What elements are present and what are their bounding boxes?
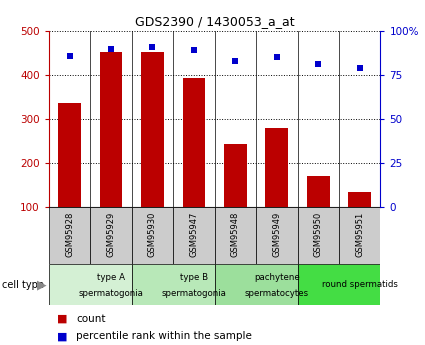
Point	[273, 55, 280, 60]
Text: ■: ■	[57, 314, 68, 324]
Bar	[49, 207, 90, 264]
Text: round spermatids: round spermatids	[322, 280, 398, 289]
Text: GSM95951: GSM95951	[355, 212, 364, 257]
Point	[315, 62, 322, 67]
Text: GSM95950: GSM95950	[314, 212, 323, 257]
Text: GSM95930: GSM95930	[148, 211, 157, 257]
Bar	[348, 193, 371, 251]
Point	[149, 44, 156, 50]
Point	[356, 65, 363, 71]
Bar	[256, 207, 298, 264]
Bar	[307, 176, 330, 251]
Text: type B: type B	[180, 273, 208, 282]
Bar	[173, 207, 215, 264]
Text: type A: type A	[97, 273, 125, 282]
Bar	[132, 207, 173, 264]
Bar	[224, 144, 247, 251]
Bar	[339, 207, 380, 264]
Bar	[58, 103, 81, 251]
Point	[190, 48, 197, 53]
Point	[232, 58, 239, 64]
Text: ■: ■	[57, 332, 68, 341]
Text: spermatocytes: spermatocytes	[245, 289, 309, 298]
Bar	[132, 264, 215, 305]
Text: GSM95948: GSM95948	[231, 211, 240, 257]
Point	[66, 53, 73, 58]
Text: percentile rank within the sample: percentile rank within the sample	[76, 332, 252, 341]
Bar	[90, 207, 132, 264]
Text: GSM95928: GSM95928	[65, 211, 74, 257]
Point	[108, 46, 114, 51]
Text: GSM95929: GSM95929	[107, 212, 116, 257]
Text: cell type: cell type	[2, 280, 44, 289]
Text: spermatogonia: spermatogonia	[162, 289, 227, 298]
Bar	[141, 52, 164, 251]
Title: GDS2390 / 1430053_a_at: GDS2390 / 1430053_a_at	[135, 16, 295, 29]
Text: ▶: ▶	[37, 278, 47, 291]
Text: spermatogonia: spermatogonia	[79, 289, 144, 298]
Bar	[265, 128, 288, 251]
Bar	[298, 264, 380, 305]
Bar	[215, 207, 256, 264]
Bar	[298, 207, 339, 264]
Bar	[49, 264, 132, 305]
Bar	[182, 78, 205, 251]
Text: count: count	[76, 314, 106, 324]
Bar	[215, 264, 298, 305]
Text: pachytene: pachytene	[254, 273, 300, 282]
Text: GSM95947: GSM95947	[190, 211, 198, 257]
Text: GSM95949: GSM95949	[272, 212, 281, 257]
Bar	[99, 52, 122, 251]
